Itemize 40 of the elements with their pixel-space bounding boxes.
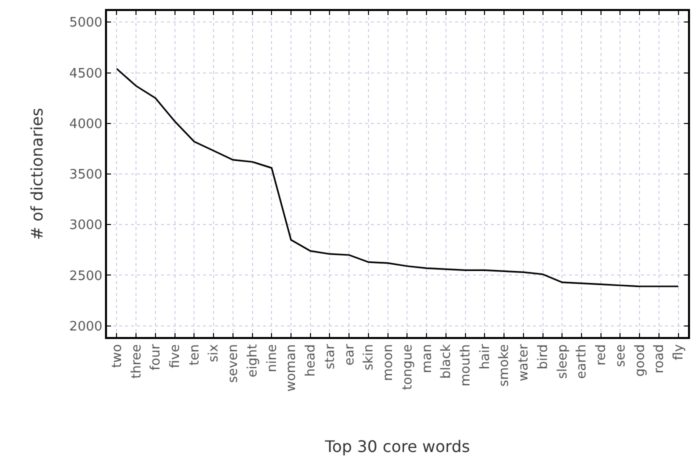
- x-tick-label: four: [148, 344, 164, 370]
- x-tick-label: ten: [187, 344, 202, 366]
- x-tick-label: star: [322, 344, 338, 370]
- x-tick-label: six: [206, 344, 222, 362]
- x-tick-label: fly: [672, 344, 687, 360]
- x-tick-label: woman: [284, 344, 300, 392]
- x-tick-label: water: [516, 344, 532, 382]
- x-tick-label: nine: [264, 344, 280, 372]
- x-tick-label: bird: [536, 344, 551, 370]
- y-tick-label: 3000: [69, 218, 102, 234]
- y-tick-label: 5000: [69, 16, 102, 31]
- x-tick-label: earth: [574, 344, 590, 379]
- x-tick-label: eight: [245, 344, 260, 378]
- x-tick-label: good: [632, 344, 648, 377]
- x-tick-label: red: [594, 344, 610, 366]
- x-tick-label: road: [652, 344, 668, 374]
- y-tick-label: 2500: [69, 268, 102, 284]
- y-tick-label: 3500: [69, 168, 102, 183]
- x-tick-label: hair: [478, 344, 493, 370]
- x-tick-label: smoke: [497, 344, 512, 387]
- x-tick-label: five: [168, 344, 184, 368]
- x-tick-label: man: [420, 344, 435, 374]
- x-tick-label: see: [613, 344, 628, 367]
- y-axis-title: # of dictionaries: [28, 108, 47, 240]
- x-tick-label: ear: [342, 344, 358, 366]
- x-tick-label: moon: [381, 344, 396, 382]
- x-tick-label: skin: [362, 344, 377, 370]
- y-tick-label: 4500: [69, 66, 102, 82]
- y-tick-label: 2000: [69, 319, 102, 334]
- x-tick-label: two: [110, 344, 125, 368]
- x-tick-label: black: [439, 344, 454, 379]
- x-tick-label: seven: [226, 344, 242, 383]
- x-tick-label: head: [304, 344, 319, 377]
- line-series: [116, 68, 680, 288]
- x-tick-label: three: [129, 344, 144, 379]
- x-axis-title: Top 30 core words: [324, 436, 470, 456]
- y-tick-label: 4000: [69, 116, 102, 132]
- x-tick-label: sleep: [555, 344, 570, 379]
- x-tick-label: mouth: [458, 344, 474, 386]
- x-tick-label: tongue: [400, 344, 416, 390]
